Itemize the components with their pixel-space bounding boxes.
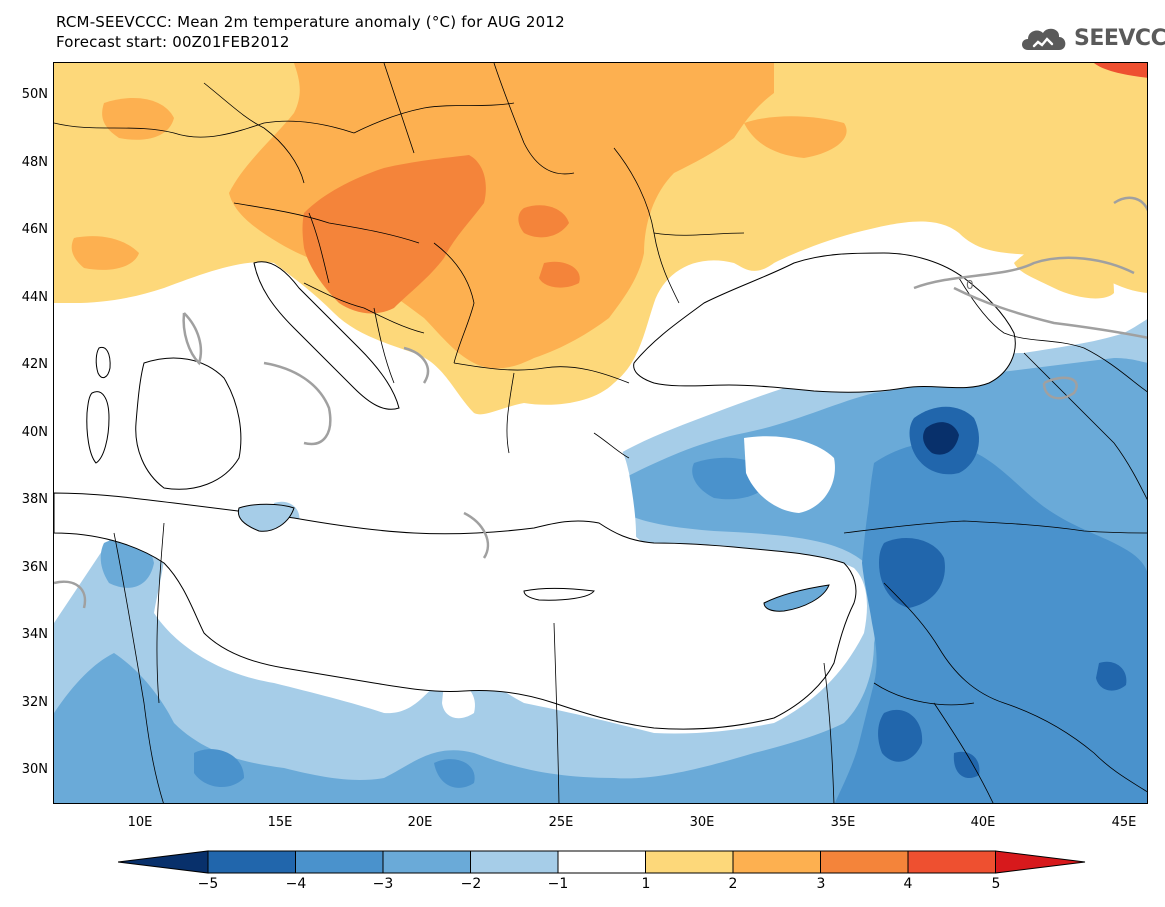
contour-zero-label: 0 bbox=[966, 278, 974, 292]
lon-label-20e: 20E bbox=[407, 815, 433, 830]
tyrrhenian-sea bbox=[135, 357, 242, 490]
lon-label-45e: 45E bbox=[1111, 815, 1137, 830]
chart-title: RCM-SEEVCCC: Mean 2m temperature anomaly… bbox=[56, 12, 565, 52]
shade-pos2-main bbox=[229, 63, 774, 369]
lat-label-50n: 50N bbox=[21, 87, 48, 102]
colorbar-label-pos4: 4 bbox=[903, 876, 913, 892]
lat-label-38n: 38N bbox=[21, 492, 48, 507]
lat-label-46n: 46N bbox=[21, 222, 48, 237]
shade-pos2-alps bbox=[71, 236, 139, 270]
colorbar-tri-low bbox=[118, 850, 209, 874]
lat-label-48n: 48N bbox=[21, 155, 48, 170]
colorbar-seg-neg1 bbox=[470, 850, 559, 874]
colorbar-seg-pos3 bbox=[820, 850, 909, 874]
shade-neg3-east bbox=[834, 443, 1147, 803]
colorbar-seg-pos1 bbox=[645, 850, 734, 874]
lon-label-15e: 15E bbox=[267, 815, 293, 830]
colorbar-label-pos2: 2 bbox=[728, 876, 738, 892]
shade-zero-anatolia bbox=[744, 436, 835, 513]
colorbar-seg-zero bbox=[557, 850, 646, 874]
shade-neg3-egypt bbox=[434, 759, 475, 788]
shade-neg4-iraq bbox=[1096, 661, 1127, 691]
zero-contours bbox=[54, 196, 1147, 609]
seevccc-logo: SEEVCCC bbox=[1018, 22, 1165, 54]
shade-neg3-libya bbox=[194, 749, 244, 788]
colorbar-label-pos3: 3 bbox=[816, 876, 826, 892]
adriatic-sea bbox=[253, 261, 400, 410]
lat-label-32n: 32N bbox=[21, 695, 48, 710]
sardinia bbox=[86, 391, 110, 464]
lat-label-44n: 44N bbox=[21, 290, 48, 305]
colorbar-seg-neg4 bbox=[207, 850, 296, 874]
anomaly-map: 0 bbox=[54, 63, 1147, 803]
cyprus bbox=[763, 584, 830, 612]
colorbar-tri-high bbox=[995, 850, 1086, 874]
colorbar-label-neg5: −5 bbox=[197, 876, 219, 892]
shade-pos2-ne bbox=[744, 116, 847, 158]
country-borders bbox=[54, 63, 1147, 803]
black-sea bbox=[633, 252, 1016, 393]
lon-label-30e: 30E bbox=[689, 815, 715, 830]
colorbar-seg-neg3 bbox=[295, 850, 384, 874]
map-panel: 0 bbox=[53, 62, 1148, 804]
cloud-icon bbox=[1022, 28, 1066, 50]
lon-label-35e: 35E bbox=[830, 815, 856, 830]
shade-neg4-jordan bbox=[878, 709, 923, 762]
logo-text: SEEVCCC bbox=[1074, 25, 1165, 51]
lat-label-30n: 30N bbox=[21, 762, 48, 777]
shade-pos3-main bbox=[302, 155, 486, 314]
colorbar-seg-pos4 bbox=[907, 850, 996, 874]
lon-label-10e: 10E bbox=[127, 815, 153, 830]
shade-neg4-saudi bbox=[953, 751, 980, 779]
mediterranean-sea bbox=[54, 492, 857, 730]
lat-label-34n: 34N bbox=[21, 627, 48, 642]
shade-pos3-south bbox=[539, 261, 580, 288]
colorbar-seg-pos2 bbox=[732, 850, 821, 874]
lat-label-36n: 36N bbox=[21, 560, 48, 575]
title-line-1: RCM-SEEVCCC: Mean 2m temperature anomaly… bbox=[56, 13, 565, 31]
lon-label-25e: 25E bbox=[548, 815, 574, 830]
colorbar-label-neg1: −1 bbox=[547, 876, 569, 892]
colorbar-label-neg4: −4 bbox=[285, 876, 307, 892]
shade-pos4-ne bbox=[1094, 63, 1147, 78]
shade-neg4-syria bbox=[879, 538, 945, 608]
colorbar bbox=[118, 850, 1086, 874]
title-line-2: Forecast start: 00Z01FEB2012 bbox=[56, 33, 290, 51]
sicily bbox=[237, 503, 295, 532]
colorbar-label-neg3: −3 bbox=[372, 876, 394, 892]
lat-label-40n: 40N bbox=[21, 425, 48, 440]
colorbar-label-neg2: −2 bbox=[460, 876, 482, 892]
shade-pos1-east bbox=[1014, 236, 1114, 299]
colorbar-label-pos1: 1 bbox=[641, 876, 651, 892]
lon-label-40e: 40E bbox=[970, 815, 996, 830]
colorbar-label-pos5: 5 bbox=[991, 876, 1001, 892]
crete bbox=[523, 587, 595, 601]
colorbar-seg-neg2 bbox=[382, 850, 471, 874]
shade-pos3-east bbox=[518, 205, 569, 238]
shade-neg5-core bbox=[923, 422, 959, 455]
lat-label-42n: 42N bbox=[21, 357, 48, 372]
corsica bbox=[95, 346, 111, 379]
